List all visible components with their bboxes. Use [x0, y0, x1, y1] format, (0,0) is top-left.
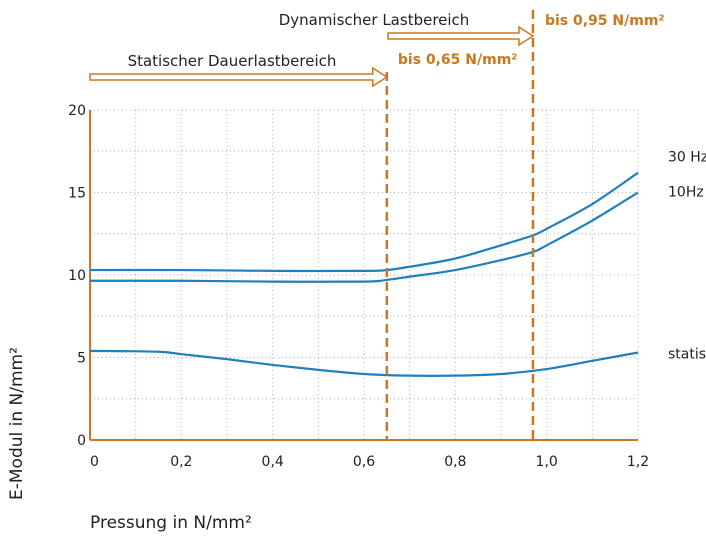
series-line: [89, 191, 639, 283]
y-axis-title: E-Modul in N/mm²: [7, 347, 27, 500]
y-tick-label: 10: [68, 268, 86, 284]
x-tick-label: 0,2: [170, 454, 192, 470]
annotations: Statischer Dauerlastbereich Dynamischer L…: [89, 10, 665, 440]
series-labels: 30 Hz 10Hz statisch: [668, 150, 706, 363]
x-tick-label: 1,2: [627, 454, 649, 470]
series-lines: [89, 171, 639, 377]
grid: [90, 109, 639, 440]
y-tick-label: 0: [77, 433, 86, 449]
x-tick-label: 0,4: [262, 454, 284, 470]
y-tick-label: 15: [68, 186, 86, 202]
arrow-static: [89, 66, 389, 88]
x-tick-label: 0: [90, 454, 99, 470]
x-axis-title: Pressung in N/mm²: [90, 513, 252, 533]
series-label: 10Hz: [668, 185, 704, 201]
annotation-dynamic-label: Dynamischer Lastbereich: [279, 11, 470, 29]
y-tick-label: 5: [77, 351, 86, 367]
tick-labels: 0 0,2 0,4 0,6 0,8 1,0 1,2 0 5 10 15 20: [68, 103, 649, 470]
arrow-dynamic: [387, 25, 535, 47]
series-line: [89, 171, 639, 273]
x-tick-label: 1,0: [536, 454, 558, 470]
series-label: statisch: [668, 347, 706, 363]
series-label: 30 Hz: [668, 150, 706, 166]
axes: [89, 110, 638, 441]
x-tick-label: 0,8: [444, 454, 466, 470]
x-tick-label: 0,6: [353, 454, 375, 470]
annotation-static-label: Statischer Dauerlastbereich: [128, 52, 337, 70]
limit-label-static: bis 0,65 N/mm²: [398, 52, 518, 68]
limit-label-dynamic: bis 0,95 N/mm²: [545, 13, 665, 29]
series-line: [89, 349, 639, 377]
y-tick-label: 20: [68, 103, 86, 119]
